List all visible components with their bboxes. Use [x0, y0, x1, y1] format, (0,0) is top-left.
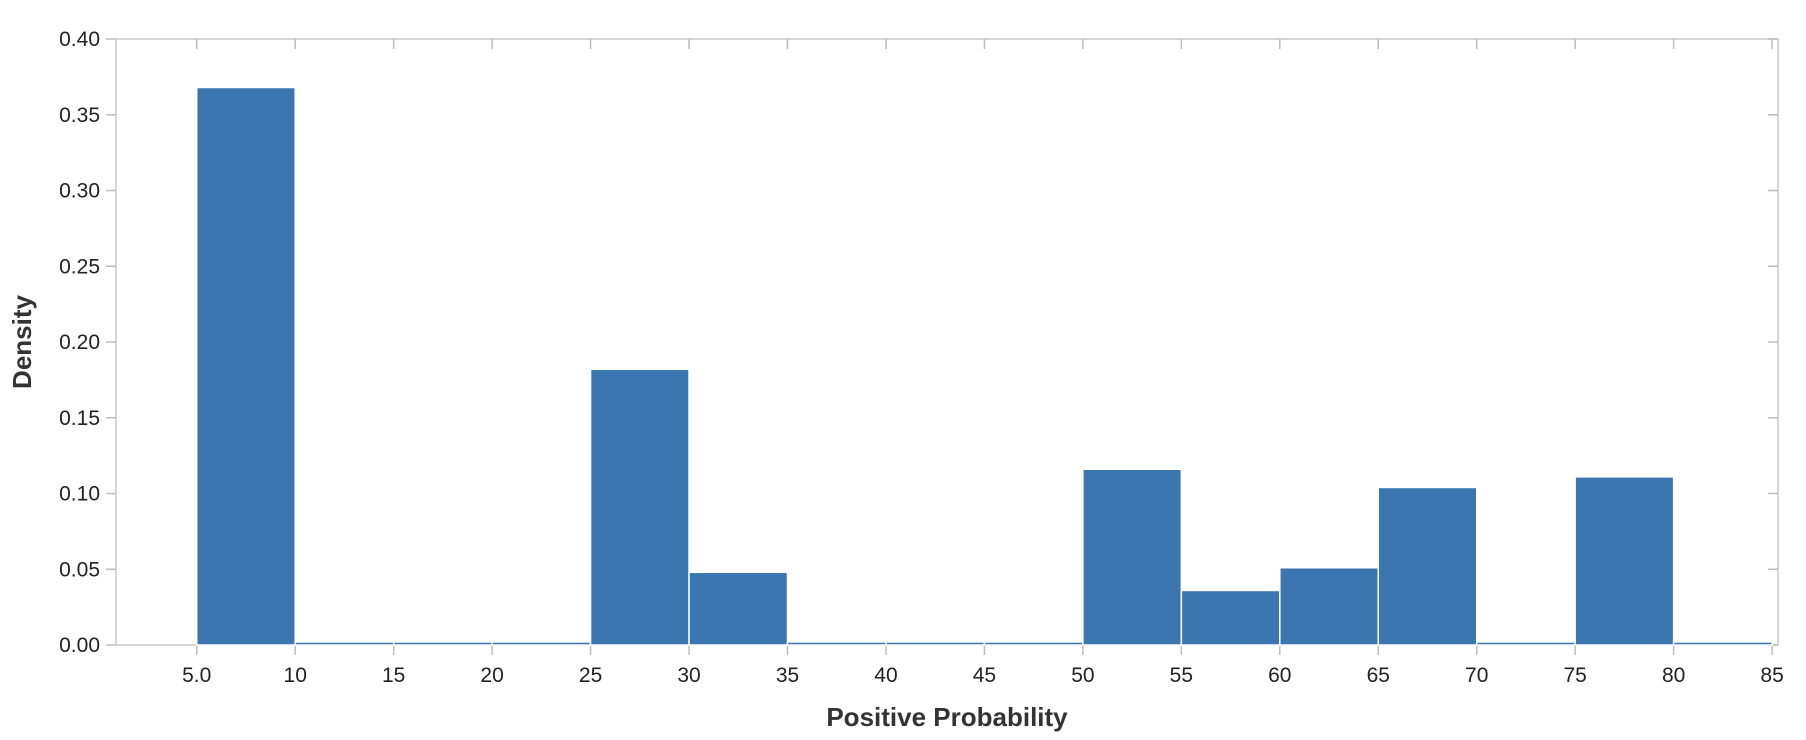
x-tick-label: 55	[1170, 664, 1193, 687]
x-tick-label: 80	[1662, 664, 1685, 687]
histogram-bar	[195, 86, 296, 646]
y-tick-label: 0.25	[59, 255, 100, 278]
histogram-bar	[1279, 566, 1380, 646]
x-tick-label: 85	[1760, 664, 1783, 687]
x-tick-label: 20	[480, 664, 503, 687]
histogram-bar	[589, 368, 690, 646]
histogram-bar	[491, 641, 592, 646]
y-tick-label: 0.35	[59, 104, 100, 127]
x-tick-label: 45	[973, 664, 996, 687]
x-axis-title: Positive Probability	[826, 702, 1068, 732]
x-tick-label: 25	[579, 664, 602, 687]
y-axis-title: Density	[7, 295, 37, 389]
x-tick-label: 15	[382, 664, 405, 687]
y-tick-label: 0.00	[59, 634, 100, 657]
y-tick-label: 0.40	[59, 28, 100, 51]
histogram-bar	[1574, 476, 1675, 646]
histogram-bar	[786, 641, 887, 646]
histogram-bar	[392, 641, 493, 646]
y-tick-label: 0.05	[59, 558, 100, 581]
histogram-bar	[1377, 486, 1478, 646]
y-tick-label: 0.30	[59, 180, 100, 203]
x-tick-label: 65	[1367, 664, 1390, 687]
x-tick-label: 30	[677, 664, 700, 687]
y-tick-label: 0.15	[59, 407, 100, 430]
histogram-bar	[885, 641, 986, 646]
x-tick-label: 70	[1465, 664, 1488, 687]
x-tick-label: 50	[1071, 664, 1094, 687]
y-tick-label: 0.10	[59, 483, 100, 506]
x-axis: 5.0 10 15 20 25 30 35 40 45 50 55 60 65 70 75 80 85	[182, 39, 1784, 687]
x-tick-label: 60	[1268, 664, 1291, 687]
y-tick-label: 0.20	[59, 331, 100, 354]
histogram-bar	[1082, 468, 1183, 646]
x-tick-label: 75	[1563, 664, 1586, 687]
x-tick-label: 40	[874, 664, 897, 687]
histogram-bar	[983, 641, 1084, 646]
x-tick-label: 35	[776, 664, 799, 687]
plot-frame	[115, 38, 1779, 646]
x-tick-label: 5.0	[182, 664, 211, 687]
histogram-bar	[1180, 589, 1281, 646]
y-axis: 0.00 0.05 0.10 0.15 0.20 0.25 0.30 0.35 0.40	[59, 28, 1778, 657]
histogram-bar	[688, 571, 789, 646]
x-tick-label: 10	[284, 664, 307, 687]
histogram-bar	[1672, 641, 1773, 646]
bars	[195, 86, 1773, 646]
histogram-bar	[294, 641, 395, 646]
histogram-bar	[1475, 641, 1576, 646]
